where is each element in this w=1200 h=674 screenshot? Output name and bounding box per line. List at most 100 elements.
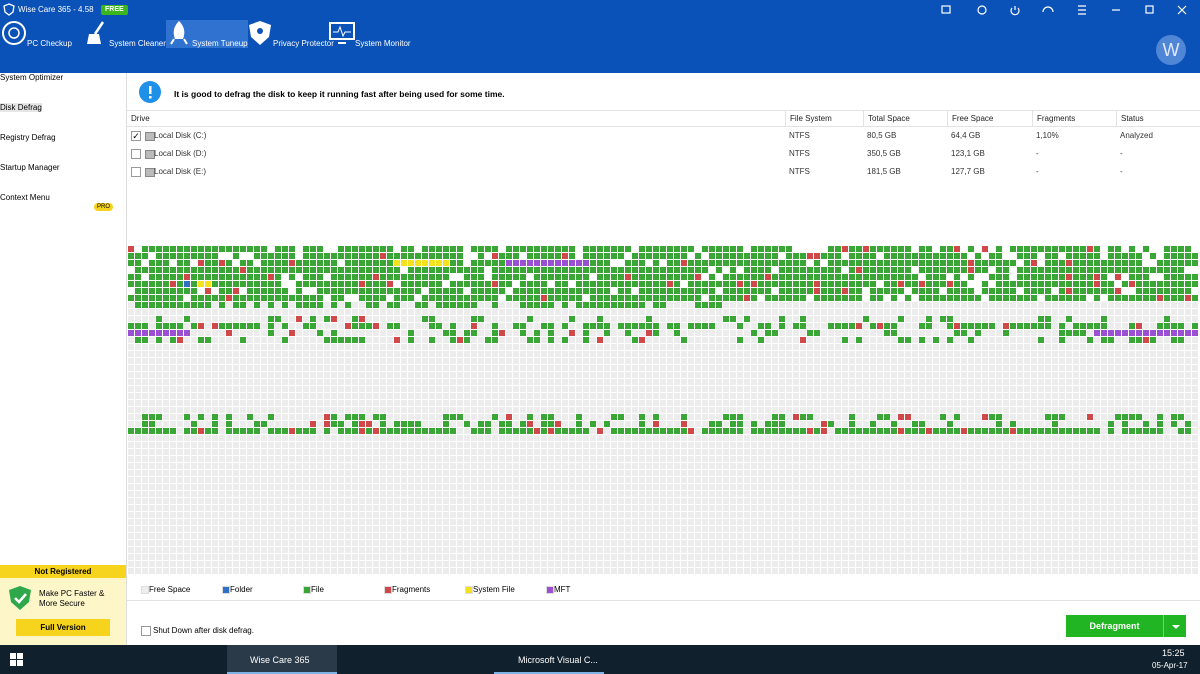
disk-cluster xyxy=(807,288,813,294)
window-controls[interactable] xyxy=(940,4,1190,16)
disk-cluster xyxy=(499,246,505,252)
disk-cluster xyxy=(1143,372,1149,378)
disk-cluster xyxy=(674,421,680,427)
disk-cluster xyxy=(954,323,960,329)
disk-cluster xyxy=(254,253,260,259)
disk-cluster xyxy=(296,295,302,301)
disk-cluster xyxy=(779,274,785,280)
disk-cluster xyxy=(282,407,288,413)
disk-cluster xyxy=(184,400,190,406)
disk-cluster xyxy=(205,344,211,350)
disk-cluster xyxy=(877,253,883,259)
disk-cluster xyxy=(1143,400,1149,406)
disk-cluster xyxy=(912,274,918,280)
disk-cluster xyxy=(464,267,470,273)
disk-cluster xyxy=(1038,330,1044,336)
disk-cluster xyxy=(814,302,820,308)
disk-cluster xyxy=(380,281,386,287)
disk-cluster xyxy=(261,316,267,322)
disk-cluster xyxy=(401,323,407,329)
disk-cluster xyxy=(478,309,484,315)
disk-cluster xyxy=(1080,330,1086,336)
disk-cluster xyxy=(485,295,491,301)
disk-cluster xyxy=(1073,463,1079,469)
disk-cluster xyxy=(1094,316,1100,322)
disk-cluster xyxy=(471,414,477,420)
disk-cluster xyxy=(1094,344,1100,350)
disk-cluster xyxy=(1045,316,1051,322)
disk-cluster xyxy=(849,288,855,294)
disk-cluster xyxy=(856,260,862,266)
disk-cluster xyxy=(478,330,484,336)
disk-cluster xyxy=(905,302,911,308)
disk-cluster xyxy=(807,302,813,308)
disk-cluster xyxy=(254,274,260,280)
disk-cluster xyxy=(905,414,911,420)
disk-cluster xyxy=(324,463,330,469)
disk-cluster xyxy=(674,267,680,273)
disk-cluster xyxy=(1080,435,1086,441)
full-version-button[interactable]: Full Version xyxy=(16,619,110,636)
disk-cluster xyxy=(646,414,652,420)
disk-cluster xyxy=(1115,393,1121,399)
sidebar-item[interactable]: Disk Defrag xyxy=(0,103,42,112)
sidebar-item[interactable]: Startup Manager xyxy=(0,163,60,172)
disk-cluster xyxy=(828,372,834,378)
disk-cluster xyxy=(1010,246,1016,252)
disk-cluster xyxy=(1073,295,1079,301)
disk-cluster xyxy=(744,309,750,315)
disk-cluster xyxy=(1150,302,1156,308)
disk-cluster xyxy=(422,372,428,378)
sidebar-item[interactable]: Context Menu PRO xyxy=(0,193,114,211)
disk-cluster xyxy=(457,344,463,350)
disk-cluster xyxy=(646,344,652,350)
disk-cluster xyxy=(1045,358,1051,364)
sidebar-item[interactable]: System Optimizer xyxy=(0,73,63,82)
user-avatar[interactable]: W xyxy=(1156,35,1186,65)
disk-cluster xyxy=(1059,400,1065,406)
disk-cluster xyxy=(716,344,722,350)
disk-cluster xyxy=(478,407,484,413)
disk-cluster xyxy=(807,358,813,364)
disk-cluster xyxy=(338,442,344,448)
sidebar-item[interactable]: Registry Defrag xyxy=(0,133,56,142)
nav-item[interactable]: PC Checkup xyxy=(1,20,72,48)
disk-cluster xyxy=(863,267,869,273)
disk-cluster xyxy=(191,414,197,420)
nav-item[interactable]: System Cleaner xyxy=(83,20,166,48)
disk-cluster xyxy=(758,323,764,329)
disk-cluster xyxy=(303,358,309,364)
disk-cluster xyxy=(583,302,589,308)
disk-cluster xyxy=(1129,316,1135,322)
disk-cluster xyxy=(1129,358,1135,364)
disk-cluster xyxy=(954,288,960,294)
disk-cluster xyxy=(408,267,414,273)
disk-cluster xyxy=(835,344,841,350)
nav-item[interactable]: System Tuneup xyxy=(166,20,248,48)
disk-cluster xyxy=(303,393,309,399)
nav-item[interactable]: System Monitor xyxy=(329,20,411,48)
shield-icon xyxy=(9,586,31,610)
disk-cluster xyxy=(506,274,512,280)
disk-cluster xyxy=(219,372,225,378)
disk-cluster xyxy=(142,463,148,469)
disk-cluster xyxy=(457,456,463,462)
disk-cluster xyxy=(359,407,365,413)
disk-cluster xyxy=(982,463,988,469)
disk-cluster xyxy=(555,428,561,434)
disk-cluster xyxy=(814,365,820,371)
disk-cluster xyxy=(625,253,631,259)
disk-cluster xyxy=(1003,309,1009,315)
disk-cluster xyxy=(226,323,232,329)
disk-cluster xyxy=(534,407,540,413)
disk-cluster xyxy=(611,386,617,392)
disk-cluster xyxy=(590,442,596,448)
disk-cluster xyxy=(478,295,484,301)
disk-cluster xyxy=(821,316,827,322)
disk-cluster xyxy=(142,260,148,266)
nav-item[interactable]: Privacy Protector xyxy=(247,20,334,48)
disk-cluster xyxy=(1129,260,1135,266)
disk-cluster xyxy=(996,393,1002,399)
disk-cluster xyxy=(184,351,190,357)
disk-cluster xyxy=(779,288,785,294)
